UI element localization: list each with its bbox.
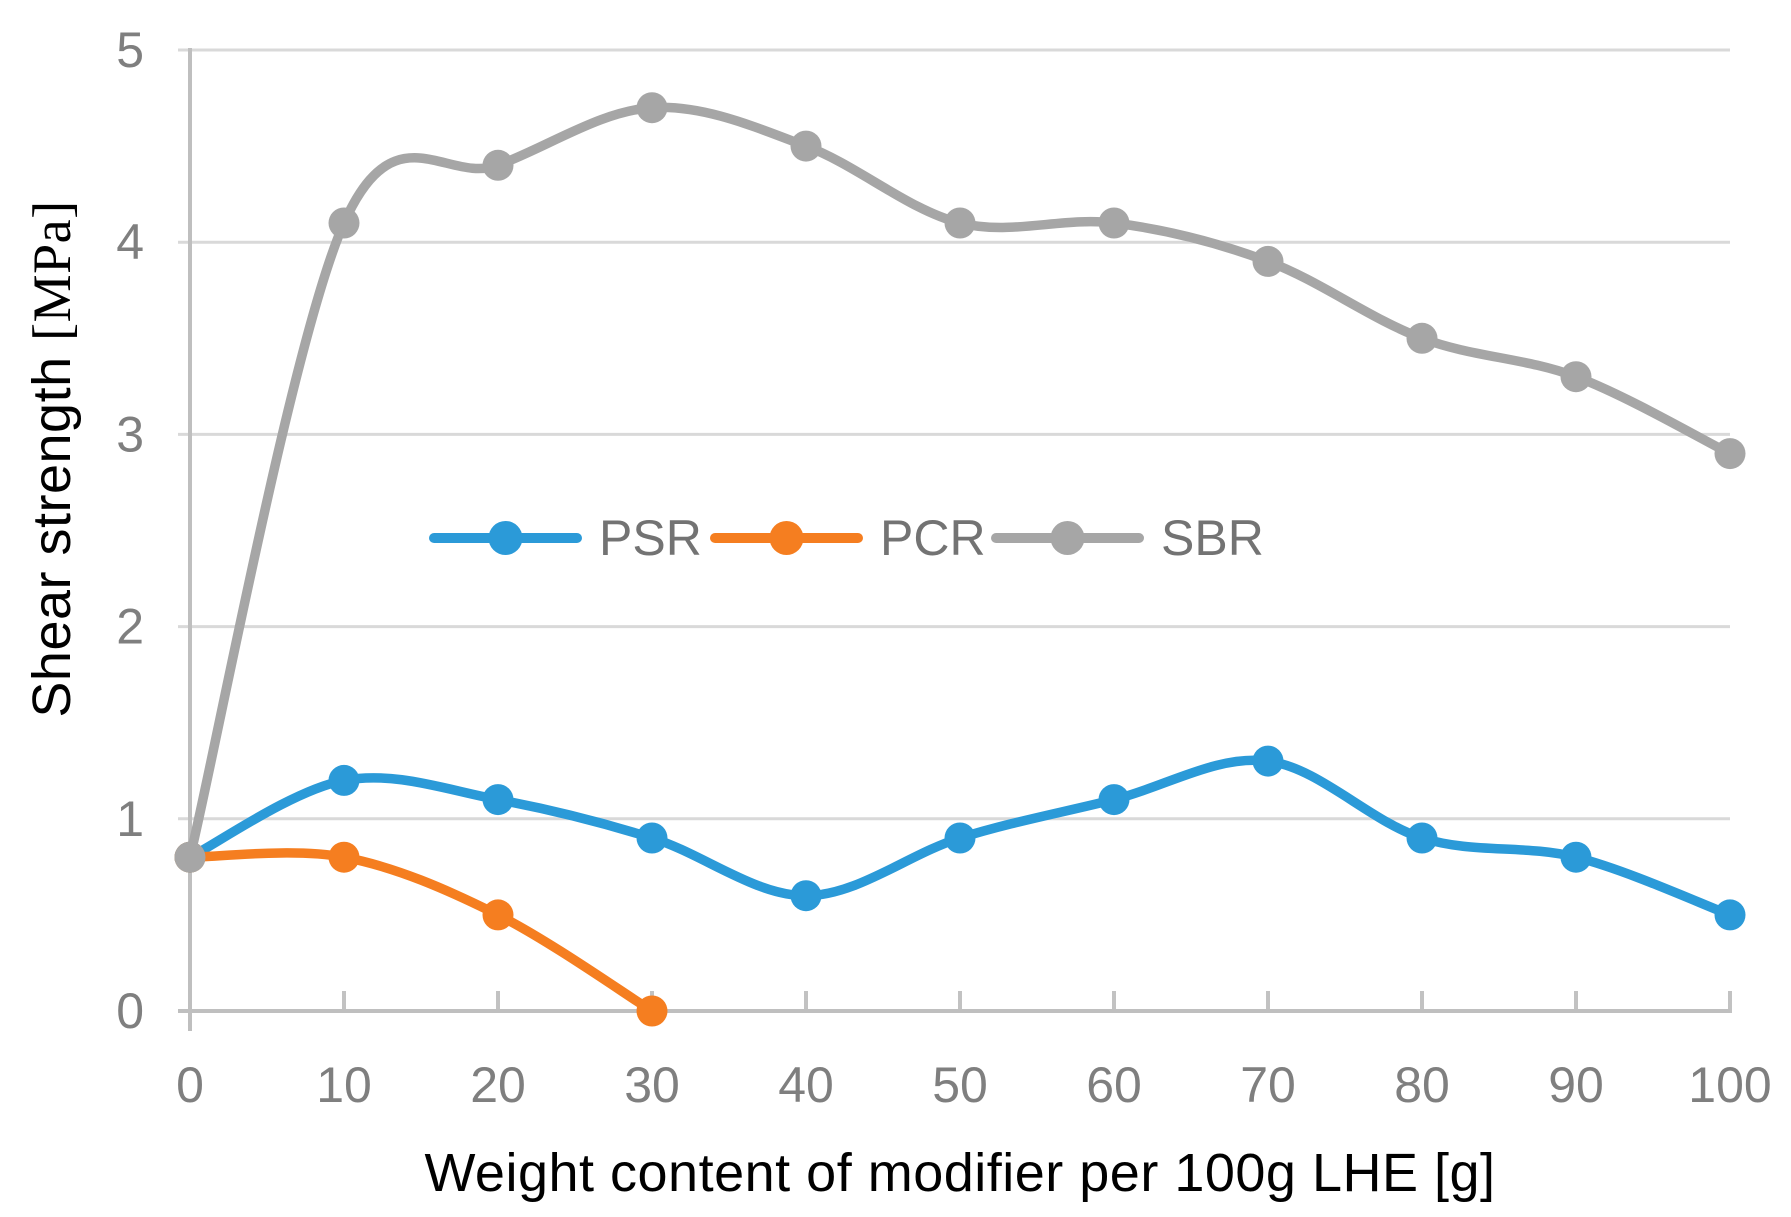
x-tick-label-60: 60 (1086, 1057, 1142, 1113)
legend-label-psr: PSR (599, 510, 702, 566)
marker-sbr-90 (1560, 361, 1592, 393)
marker-sbr-100 (1714, 438, 1746, 470)
marker-sbr-30 (636, 92, 668, 124)
marker-pcr-20 (482, 899, 514, 931)
legend-swatch-marker-pcr (769, 521, 804, 555)
marker-psr-60 (1098, 784, 1130, 816)
x-tick-label-70: 70 (1240, 1057, 1296, 1113)
x-tick-label-30: 30 (624, 1057, 680, 1113)
marker-sbr-60 (1098, 207, 1130, 239)
marker-sbr-70 (1252, 245, 1284, 277)
marker-psr-90 (1560, 841, 1592, 873)
marker-psr-50 (944, 822, 976, 854)
marker-psr-20 (482, 784, 514, 816)
marker-psr-70 (1252, 745, 1284, 777)
x-tick-label-100: 100 (1688, 1057, 1771, 1113)
x-tick-label-10: 10 (316, 1057, 372, 1113)
marker-psr-30 (636, 822, 668, 854)
marker-psr-80 (1406, 822, 1438, 854)
x-tick-label-50: 50 (932, 1057, 988, 1113)
marker-psr-100 (1714, 899, 1746, 931)
y-tick-label-4: 4 (116, 214, 144, 270)
marker-pcr-30 (636, 995, 668, 1027)
x-tick-label-80: 80 (1394, 1057, 1450, 1113)
marker-sbr-20 (482, 149, 514, 181)
legend-swatch-marker-psr (488, 521, 523, 555)
legend-label-pcr: PCR (880, 510, 986, 566)
marker-pcr-10 (328, 841, 360, 873)
y-tick-label-3: 3 (116, 406, 144, 462)
marker-psr-40 (790, 880, 822, 912)
marker-sbr-50 (944, 207, 976, 239)
x-tick-label-40: 40 (778, 1057, 834, 1113)
marker-sbr-10 (328, 207, 360, 239)
y-tick-label-0: 0 (116, 983, 144, 1039)
marker-sbr-80 (1406, 322, 1438, 354)
legend-swatch-marker-sbr (1050, 521, 1085, 555)
y-axis-title-text: Shear strength (22, 340, 82, 718)
series-line-pcr (185, 848, 657, 1016)
x-tick-label-0: 0 (176, 1057, 204, 1113)
x-tick-label-90: 90 (1548, 1057, 1604, 1113)
marker-sbr-0 (174, 841, 206, 873)
y-tick-label-1: 1 (116, 791, 144, 847)
marker-psr-10 (328, 764, 360, 796)
legend-label-sbr: SBR (1161, 510, 1264, 566)
x-axis-title: Weight content of modifier per 100g LHE … (424, 1143, 1496, 1203)
y-tick-label-5: 5 (116, 22, 144, 78)
x-tick-label-20: 20 (470, 1057, 526, 1113)
y-tick-label-2: 2 (116, 599, 144, 655)
y-axis-title: Shear strength [MPa] (21, 0, 83, 959)
y-axis-title-unit: [MPa] (22, 200, 82, 341)
marker-sbr-40 (790, 130, 822, 162)
